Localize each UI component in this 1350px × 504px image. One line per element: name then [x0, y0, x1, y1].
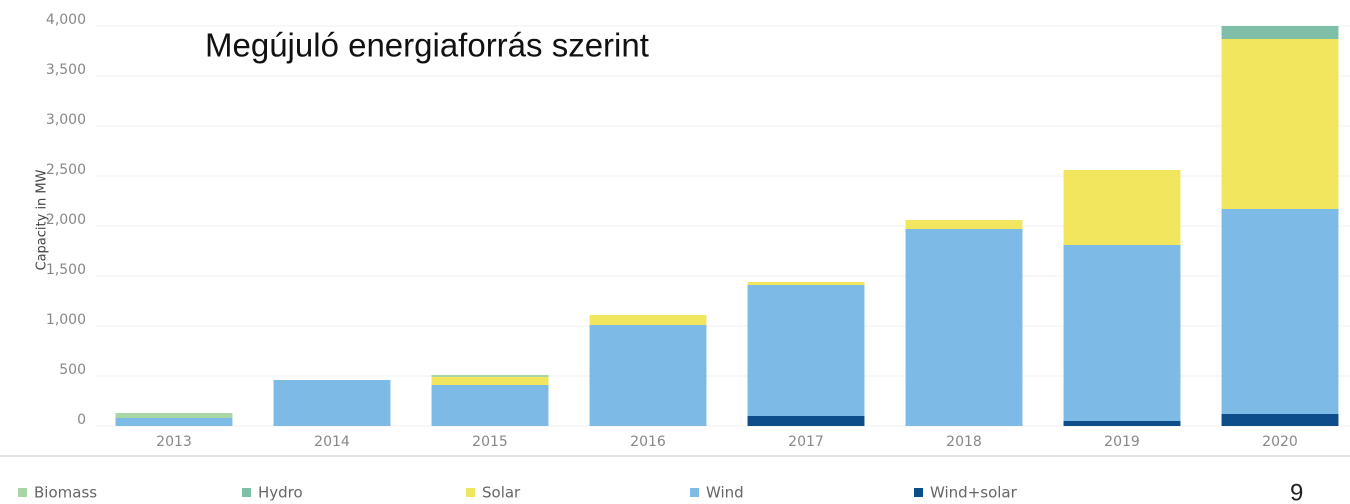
legend-swatch [690, 488, 699, 497]
legend-label: Solar [482, 484, 521, 502]
y-tick-label: 3,500 [46, 62, 86, 78]
legend-label: Wind [706, 484, 744, 502]
bar-segment [747, 282, 865, 285]
x-tick-label: 2013 [156, 434, 192, 450]
y-tick-label: 2,500 [46, 162, 86, 178]
legend-label: Wind+solar [930, 484, 1018, 502]
y-tick-label: 1,500 [46, 262, 86, 278]
bar-segment [1063, 421, 1181, 426]
page-number: 9 [1290, 479, 1303, 504]
y-tick-label: 4,000 [46, 12, 86, 28]
bar-segment [1063, 245, 1181, 421]
legend-swatch [18, 488, 27, 497]
bar-segment [905, 220, 1023, 229]
bar-segment [747, 285, 865, 416]
bar-segment [589, 315, 707, 325]
bar-segment [905, 229, 1023, 426]
y-tick-label: 0 [77, 412, 86, 428]
x-tick-label: 2014 [314, 434, 350, 450]
bar-segment [1221, 39, 1339, 209]
legend-swatch [914, 488, 923, 497]
y-tick-label: 1,000 [46, 312, 86, 328]
bar-segment [1063, 170, 1181, 245]
bar-segment [273, 380, 391, 426]
bar-segment [115, 418, 233, 426]
x-tick-label: 2019 [1104, 434, 1140, 450]
x-tick-label: 2020 [1262, 434, 1298, 450]
legend-swatch [466, 488, 475, 497]
bar-segment [1221, 414, 1339, 426]
x-tick-label: 2016 [630, 434, 666, 450]
legend-label: Biomass [34, 484, 97, 502]
x-tick-label: 2017 [788, 434, 824, 450]
bar-segment [1221, 209, 1339, 414]
legend-label: Hydro [258, 484, 303, 502]
bar-segment [431, 377, 549, 385]
bar-segment [431, 385, 549, 426]
x-tick-label: 2015 [472, 434, 508, 450]
bar-segment [431, 375, 549, 377]
legend-swatch [242, 488, 251, 497]
x-tick-label: 2018 [946, 434, 982, 450]
y-tick-label: 3,000 [46, 112, 86, 128]
y-axis-title: Capacity in MW [35, 169, 50, 270]
y-tick-label: 2,000 [46, 212, 86, 228]
chart-title: Megújuló energiaforrás szerint [205, 27, 649, 64]
bar-segment [747, 416, 865, 426]
bar-segment [589, 325, 707, 426]
bar-segment [1221, 26, 1339, 39]
bar-segment [115, 413, 233, 418]
y-tick-label: 500 [59, 362, 86, 378]
